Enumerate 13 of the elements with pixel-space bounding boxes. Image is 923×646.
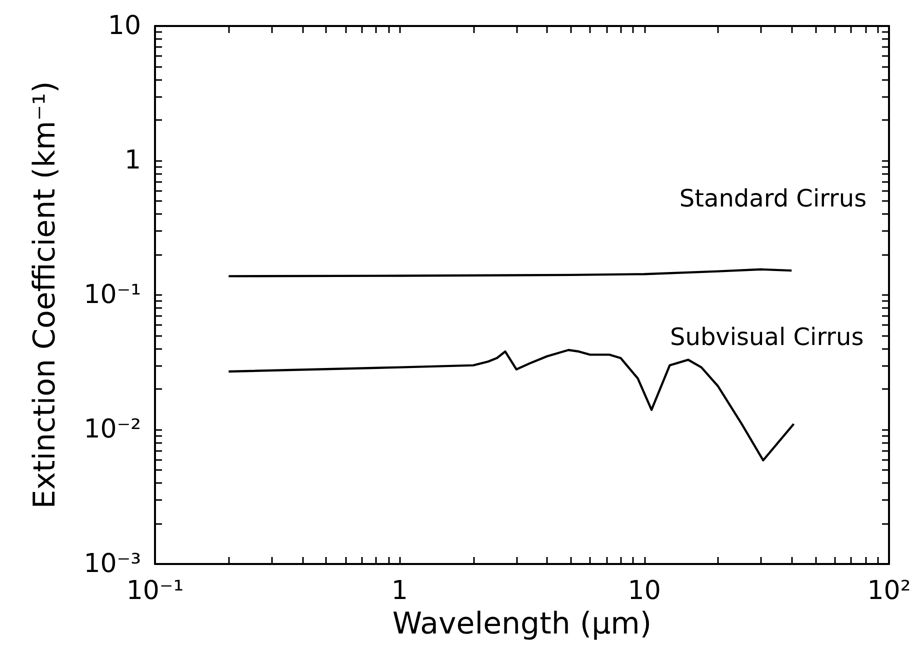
y-axis-title: Extinction Coefficient (km⁻¹): [28, 81, 62, 509]
x-tick-label: 10⁻¹: [126, 576, 184, 606]
legend-label: Standard Cirrus: [679, 184, 867, 213]
y-tick-label: 10: [108, 11, 141, 41]
x-axis-title: Wavelength (μm): [392, 606, 652, 642]
x-tick-label: 1: [391, 576, 408, 606]
x-tick-label: 10: [628, 576, 661, 606]
x-tick-label: 10²: [867, 576, 911, 606]
legend-label: Subvisual Cirrus: [670, 322, 864, 351]
y-tick-label: 10⁻¹: [84, 280, 141, 310]
y-tick-label: 10⁻³: [84, 549, 141, 579]
y-tick-label: 1: [124, 146, 141, 176]
y-tick-label: 10⁻²: [84, 414, 141, 444]
